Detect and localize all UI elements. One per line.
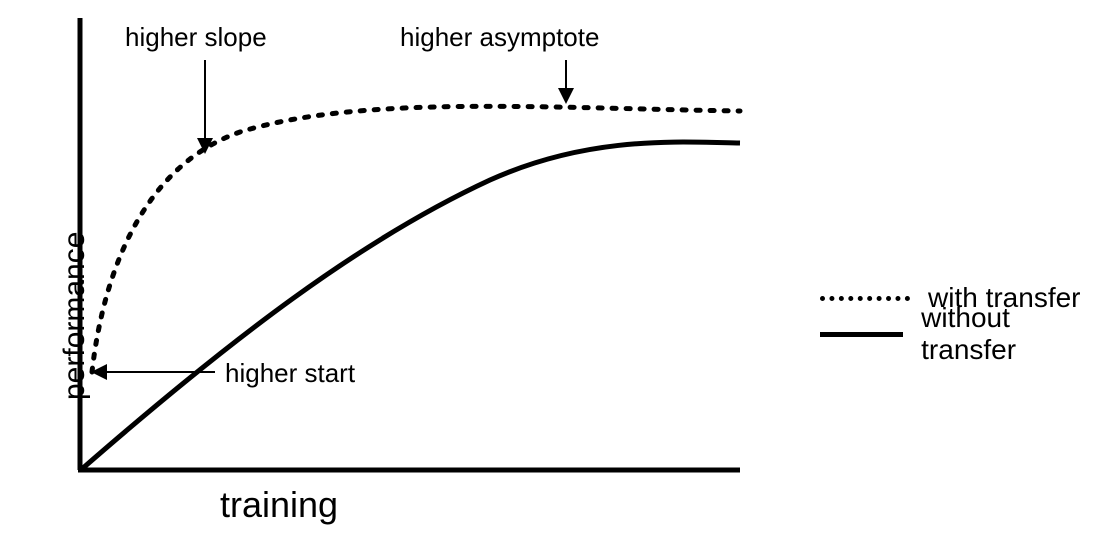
y-axis-label: performance [58,100,92,400]
annotation-higher-slope: higher slope [125,22,267,53]
legend-swatch-solid [820,332,903,337]
legend-label-without-transfer: without transfer [921,302,1098,366]
annotation-higher-start: higher start [225,358,355,389]
chart-container: { "chart": { "type": "line", "width": 10… [0,0,1098,542]
annotation-higher-asymptote: higher asymptote [400,22,599,53]
series-with-transfer [92,106,740,372]
legend-swatch-dotted [820,296,910,301]
series-without-transfer [83,142,740,468]
x-axis-label: training [220,484,338,526]
chart-svg [0,0,1098,542]
legend: with transfer without transfer [820,280,1098,352]
legend-item-without-transfer: without transfer [820,316,1098,352]
